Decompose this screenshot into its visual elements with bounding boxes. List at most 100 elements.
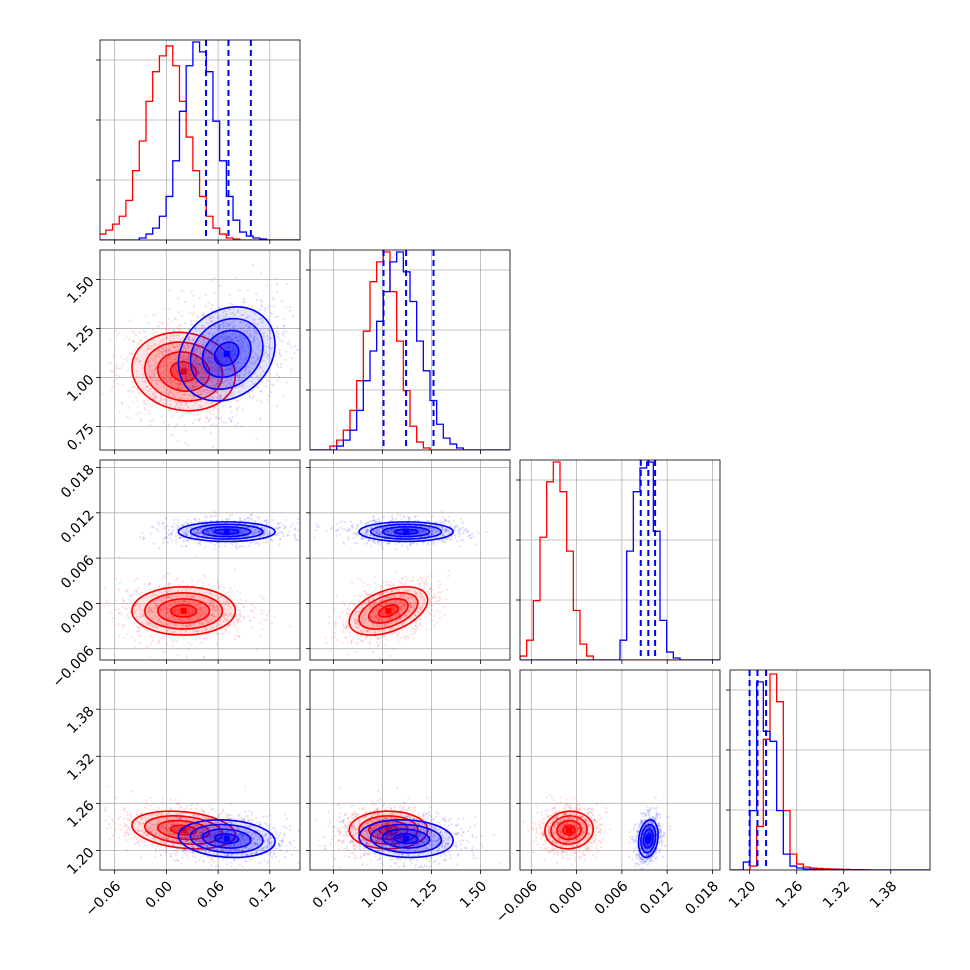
x-tick-label: 1.00 <box>359 878 392 911</box>
scatter-series-0 <box>103 555 292 660</box>
panel-frame <box>99 39 301 241</box>
x-tick-label: 0.00 <box>143 878 176 911</box>
x-tick-label: 0.12 <box>246 878 279 911</box>
y-tick-label: 1.50 <box>64 274 97 307</box>
contour-line <box>156 598 211 624</box>
panel-frame <box>309 669 511 871</box>
y-tick-label: 1.20 <box>64 845 97 878</box>
contour-line <box>358 521 454 543</box>
x-tick-label: 1.25 <box>408 878 441 911</box>
panel-3-3: 1.20 1.26 1.32 1.38 <box>726 669 931 912</box>
x-tick-label: 1.38 <box>867 878 900 911</box>
contour-line <box>189 523 264 540</box>
contour-line <box>556 819 582 841</box>
contour-line <box>213 341 240 367</box>
density-peak <box>180 607 187 614</box>
y-tick-label: 1.38 <box>64 704 97 737</box>
x-tick-label: 1.20 <box>726 878 759 911</box>
y-tick-label: 0.000 <box>58 598 98 638</box>
density-peak <box>180 827 187 833</box>
panel-2-1 <box>306 459 511 664</box>
density-peak <box>645 835 652 842</box>
panel-frame <box>99 249 301 451</box>
contour-line <box>201 329 252 379</box>
contour-line <box>213 833 240 845</box>
x-tick-label: 0.000 <box>547 878 587 918</box>
panel-3-1: 0.75 1.00 1.25 1.50 <box>306 669 511 912</box>
contour-line <box>637 819 659 859</box>
contour-line <box>177 819 276 859</box>
contour-line <box>131 585 237 636</box>
y-tick-label: 1.25 <box>64 323 97 356</box>
contour-line <box>348 585 429 636</box>
x-tick-label: 0.012 <box>637 878 677 918</box>
density-peak <box>403 835 410 842</box>
contour-line <box>381 525 431 538</box>
contour-line <box>369 523 443 540</box>
panel-1-0: 0.75 1.00 1.25 1.50 <box>64 249 301 454</box>
density-peak <box>223 835 230 842</box>
contour-line <box>131 331 237 412</box>
panel-1-1 <box>306 249 511 454</box>
y-tick-label: 0.75 <box>64 421 97 454</box>
y-tick-label: 0.006 <box>58 552 98 592</box>
contour-line <box>156 351 211 392</box>
contour-line <box>368 598 409 624</box>
y-tick-label: 1.32 <box>64 751 97 784</box>
contour-line <box>562 824 576 836</box>
panel-frame <box>99 669 301 871</box>
contour-line <box>169 824 198 836</box>
x-tick-label: 1.26 <box>773 878 806 911</box>
contour-line <box>393 833 419 845</box>
density-peak <box>403 528 410 535</box>
y-tick-label: 0.012 <box>58 507 98 547</box>
contour-line <box>189 317 264 391</box>
y-tick-label: 1.00 <box>64 372 97 405</box>
x-tick-label: −0.006 <box>493 878 541 926</box>
contour-line <box>177 306 276 402</box>
histogram-series-1 <box>100 41 300 240</box>
contour-line <box>177 521 276 543</box>
panel-3-0: −0.06 0.00 0.06 0.12 1.20 1.26 1.32 1.38 <box>64 669 301 920</box>
contour-line <box>201 525 252 538</box>
panel-frame <box>519 669 721 871</box>
panel-2-0: −0.006 0.000 0.006 0.012 0.018 <box>50 459 301 691</box>
histogram-series-1 <box>310 251 510 450</box>
contour-line <box>201 828 252 849</box>
contour-line <box>381 828 431 849</box>
contour-line <box>544 810 595 850</box>
density-peak <box>566 827 573 833</box>
histogram-series-0 <box>310 251 510 450</box>
contour-line <box>169 604 198 618</box>
x-tick-label: 0.018 <box>682 878 722 918</box>
x-tick-label: −0.06 <box>83 878 125 920</box>
contour-line <box>189 823 264 854</box>
contour-line <box>348 810 429 850</box>
x-tick-label: 0.06 <box>194 878 227 911</box>
x-tick-label: 0.006 <box>592 878 632 918</box>
density-peak <box>223 350 230 357</box>
density-peak <box>223 528 230 535</box>
contour-line <box>369 823 443 854</box>
panel-frame <box>99 459 301 661</box>
panel-frame <box>309 249 511 451</box>
scatter-series-0 <box>100 289 287 442</box>
panel-frame <box>519 459 721 661</box>
y-tick-label: −0.006 <box>50 643 98 691</box>
contour-line <box>550 815 588 845</box>
density-peak <box>385 607 392 614</box>
histogram-series-0 <box>730 673 930 870</box>
contour-line <box>358 819 454 859</box>
contour-line <box>358 592 419 630</box>
density-peak <box>385 827 392 833</box>
contour-line <box>640 823 657 854</box>
histogram-series-1 <box>730 681 930 870</box>
x-tick-label: 0.75 <box>310 878 343 911</box>
histogram-series-1 <box>520 461 720 660</box>
y-tick-label: 1.26 <box>64 798 97 831</box>
contour-line <box>642 828 655 849</box>
histogram-series-0 <box>520 461 720 660</box>
panel-2-2 <box>516 459 721 664</box>
contour-line <box>156 819 211 841</box>
